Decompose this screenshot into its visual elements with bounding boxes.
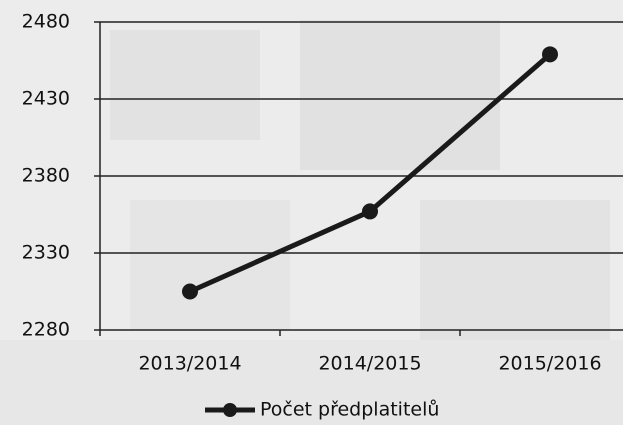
y-tick-label: 2430 — [22, 88, 70, 110]
point — [542, 46, 558, 62]
y-tick-label: 2380 — [22, 165, 70, 187]
chart: 2280 2330 2380 2430 2480 2013/2014 2014/2015 20… — [0, 0, 623, 425]
page: 2280 2330 2380 2430 2480 2013/2014 2014/2015 20… — [0, 0, 623, 425]
legend-marker — [223, 403, 237, 417]
y-tick-label: 2280 — [22, 319, 70, 341]
background-texture — [300, 20, 500, 170]
background-texture — [110, 30, 260, 140]
y-tick-label: 2480 — [22, 11, 70, 33]
x-tick-label: 2014/2015 — [318, 353, 421, 375]
y-tick-label: 2330 — [22, 242, 70, 264]
background-texture — [130, 200, 290, 330]
point — [182, 284, 198, 300]
x-tick-label: 2015/2016 — [498, 353, 601, 375]
x-tick-label: 2013/2014 — [138, 353, 241, 375]
point — [362, 203, 378, 219]
background-texture — [420, 200, 610, 340]
legend-label: Počet předplatitelů — [260, 399, 439, 421]
